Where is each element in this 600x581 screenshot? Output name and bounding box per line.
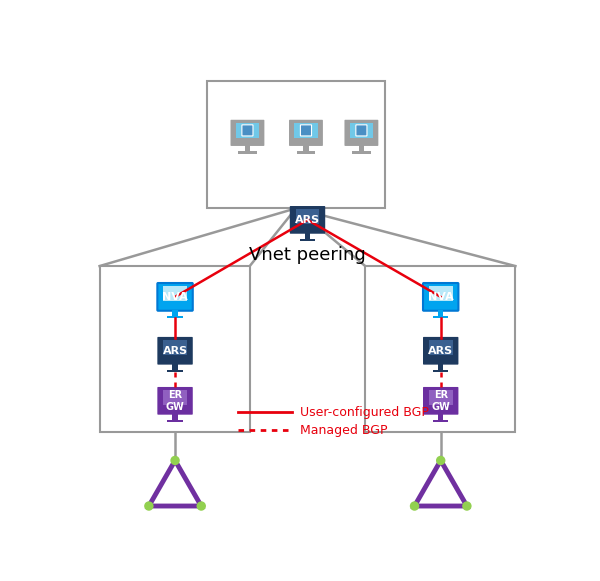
Bar [296, 209, 319, 224]
Bar [163, 390, 187, 405]
Bar [303, 145, 308, 151]
FancyBboxPatch shape [301, 125, 311, 136]
FancyBboxPatch shape [157, 283, 193, 311]
Text: User-configured BGP: User-configured BGP [300, 406, 428, 419]
FancyBboxPatch shape [356, 125, 367, 136]
FancyBboxPatch shape [157, 387, 193, 415]
Bar [100, 266, 250, 432]
Bar [163, 286, 187, 301]
Bar [297, 151, 315, 153]
Bar [236, 123, 259, 138]
Circle shape [410, 501, 419, 511]
Text: ER
GW: ER GW [166, 390, 184, 411]
Circle shape [462, 501, 472, 511]
Bar [172, 414, 178, 420]
Bar [359, 145, 364, 151]
Bar [350, 123, 373, 138]
FancyBboxPatch shape [289, 120, 323, 146]
Bar [438, 414, 443, 420]
Circle shape [436, 456, 445, 465]
FancyBboxPatch shape [290, 206, 325, 234]
Bar [172, 310, 178, 316]
Bar [167, 420, 183, 422]
Text: ARS: ARS [295, 215, 320, 225]
FancyBboxPatch shape [157, 337, 193, 365]
Bar [305, 233, 310, 239]
Text: NVA: NVA [428, 292, 454, 302]
FancyBboxPatch shape [423, 387, 458, 415]
Bar [300, 239, 315, 242]
Bar [438, 310, 443, 316]
Bar [172, 364, 178, 370]
Bar [429, 286, 452, 301]
Text: NVA: NVA [162, 292, 188, 302]
Circle shape [144, 501, 154, 511]
Text: Vnet peering: Vnet peering [249, 246, 366, 264]
Bar [163, 340, 187, 355]
FancyBboxPatch shape [423, 337, 458, 365]
FancyBboxPatch shape [242, 125, 253, 136]
Circle shape [170, 456, 180, 465]
FancyBboxPatch shape [344, 120, 379, 146]
Bar [429, 390, 452, 405]
Bar [438, 364, 443, 370]
Circle shape [197, 501, 206, 511]
Bar [245, 145, 250, 151]
Bar [167, 370, 183, 372]
Bar [365, 266, 515, 432]
Text: ER
GW: ER GW [431, 390, 450, 411]
Bar [433, 370, 448, 372]
Bar [208, 81, 385, 209]
Bar [295, 123, 317, 138]
Bar [433, 316, 448, 318]
Bar [238, 151, 257, 153]
Text: Managed BGP: Managed BGP [300, 424, 388, 436]
Bar [167, 316, 183, 318]
FancyBboxPatch shape [230, 120, 265, 146]
Bar [429, 340, 452, 355]
Text: ARS: ARS [428, 346, 453, 356]
FancyBboxPatch shape [423, 283, 458, 311]
Bar [433, 420, 448, 422]
Text: ARS: ARS [163, 346, 188, 356]
Bar [352, 151, 371, 153]
